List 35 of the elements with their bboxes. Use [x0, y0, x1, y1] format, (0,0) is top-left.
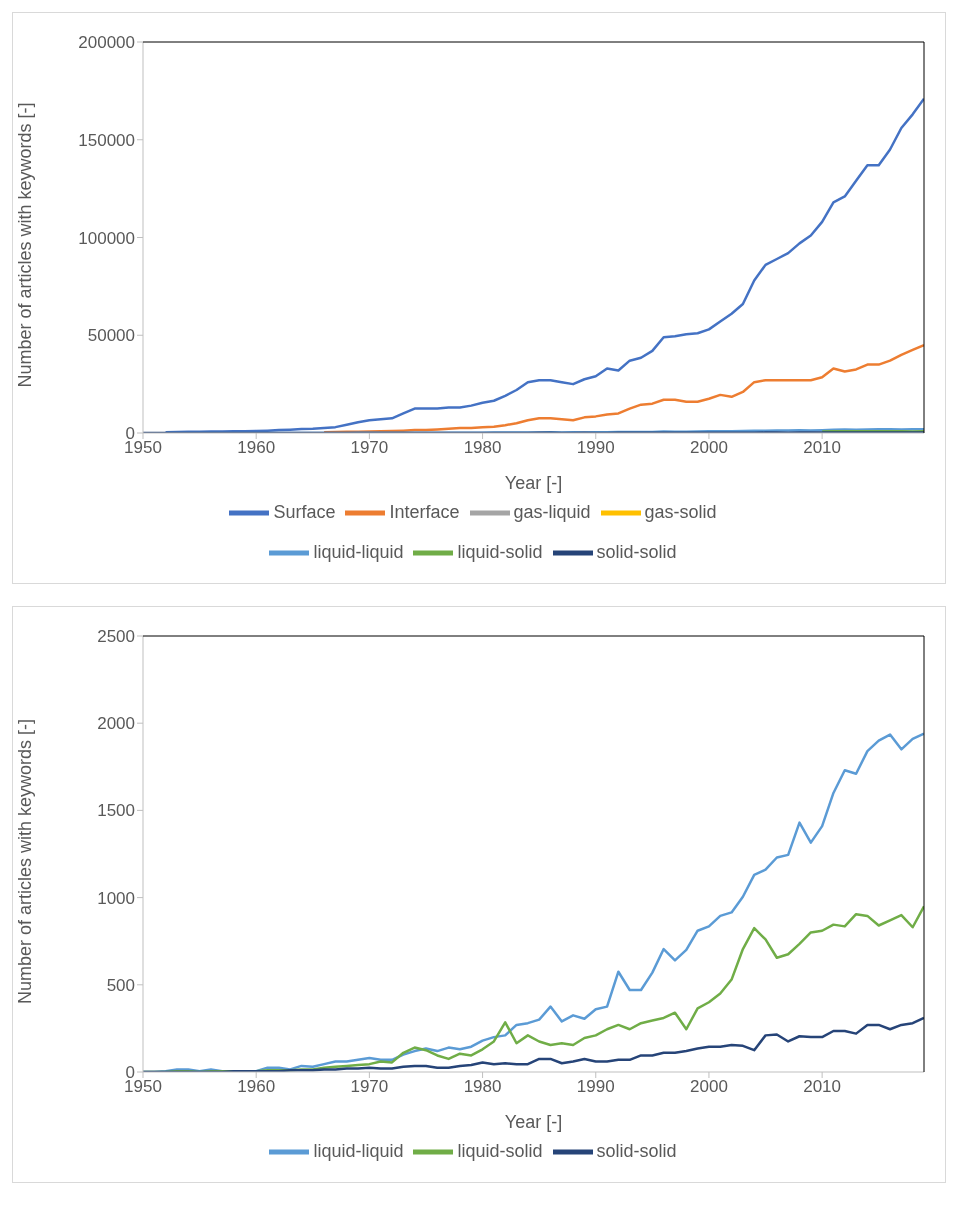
legend-label: liquid-liquid — [313, 1140, 404, 1161]
x-tick-label: 2000 — [690, 438, 728, 458]
legend-label: Interface — [389, 501, 460, 522]
y-tick-label: 1500 — [97, 801, 135, 821]
y-tick-label: 100000 — [78, 228, 135, 248]
x-tick-label: 1960 — [237, 1077, 276, 1097]
legend-label: solid-solid — [596, 1140, 677, 1161]
x-axis-title: Year [-] — [504, 473, 563, 493]
y-tick-label: 50000 — [87, 326, 135, 346]
y-axis-title: Number of articles with keywords [-] — [15, 102, 36, 388]
x-tick-label: 2000 — [690, 1077, 728, 1097]
y-tick-label: 200000 — [78, 33, 135, 53]
x-tick-label: 1980 — [463, 1077, 502, 1097]
x-tick-label: 1990 — [576, 1077, 615, 1097]
y-tick-label: 2000 — [97, 714, 135, 734]
y-tick-label: 150000 — [78, 130, 135, 150]
x-tick-label: 1980 — [463, 438, 502, 458]
y-axis-title: Number of articles with keywords [-] — [15, 718, 36, 1004]
legend-label: liquid-solid — [457, 1140, 543, 1161]
x-axis-title: Year [-] — [504, 1112, 563, 1132]
x-tick-label: 1960 — [237, 438, 276, 458]
y-tick-label: 2500 — [97, 627, 135, 647]
legend-label: liquid-liquid — [313, 541, 404, 562]
legend-label: gas-liquid — [513, 501, 591, 522]
x-tick-label: 1970 — [350, 438, 389, 458]
x-tick-label: 1990 — [576, 438, 615, 458]
legend-label: gas-solid — [644, 501, 717, 522]
legend-label: liquid-solid — [457, 541, 543, 562]
x-tick-label: 2010 — [803, 438, 842, 458]
legend-label: Surface — [273, 501, 336, 522]
legend-label: solid-solid — [596, 541, 677, 562]
x-tick-label: 1970 — [350, 1077, 389, 1097]
x-tick-label: 2010 — [803, 1077, 842, 1097]
y-tick-label: 500 — [106, 975, 135, 995]
y-tick-label: 1000 — [97, 888, 135, 908]
